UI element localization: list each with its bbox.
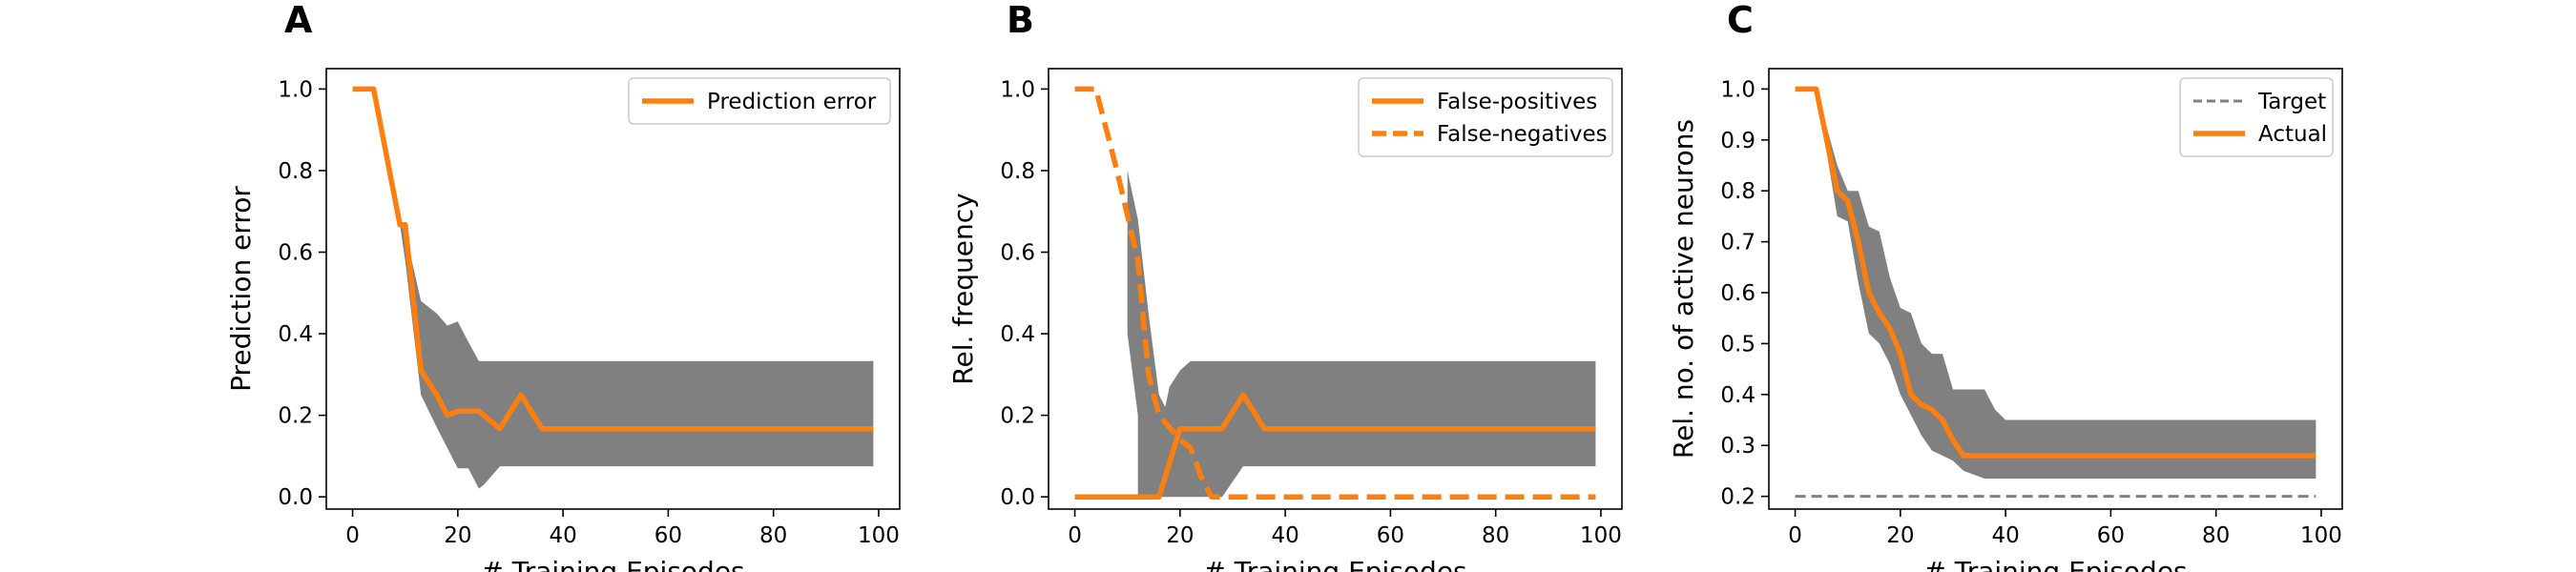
x-tick-label: 100 [2300,523,2342,548]
legend: Target Actual [2179,77,2334,157]
y-tick-label: 0.6 [1720,281,1755,306]
confidence-band [1137,272,1596,498]
y-axis-label: Prediction error [225,186,257,392]
series-line-0 [1074,392,1596,500]
plot-frame [325,68,901,510]
legend-label: Actual [2258,122,2327,147]
x-tick-label: 40 [1271,523,1298,548]
x-tick-label: 20 [1886,523,1914,548]
y-tick-label: 0.7 [1720,231,1755,255]
series-line-0 [352,86,874,432]
x-tick-label: 20 [444,523,471,548]
y-tick-label: 1.0 [278,77,313,102]
y-tick-label: 0.8 [278,159,313,184]
legend-label: Target [2257,90,2326,114]
panel-letter: A [284,0,313,41]
y-tick-label: 0.4 [1000,322,1035,347]
x-tick-label: 0 [1068,523,1082,548]
y-tick-label: 0.6 [278,241,313,266]
panel-letter: B [1007,0,1034,41]
panel-a: A 0 20 40 60 80 100 0.0 0.2 0.4 0.6 0.8 1.0 # Trainin… [225,0,901,572]
x-tick-label: 0 [1788,523,1802,548]
y-tick-label: 0.6 [1000,241,1035,266]
x-tick-label: 20 [1166,523,1194,548]
y-tick-label: 0.4 [1720,383,1755,408]
y-tick-label: 0.0 [1000,485,1035,510]
confidence-band [1816,89,2316,480]
plot-frame [1048,68,1623,510]
x-axis-label: # Training Episodes [1203,556,1466,572]
x-tick-label: 80 [2202,523,2230,548]
panel-b: B 0 20 40 60 80 100 0.0 0.2 0.4 0.6 0.8 1.0 # Trainin… [947,0,1623,572]
x-axis-label: # Training Episodes [1923,556,2187,572]
y-tick-label: 0.9 [1720,129,1755,153]
y-tick-label: 1.0 [1720,77,1755,102]
x-tick-label: 40 [549,523,576,548]
y-tick-label: 0.2 [278,404,313,429]
x-tick-label: 60 [654,523,682,548]
legend-box [1358,77,1613,157]
legend-label: False-positives [1437,90,1597,114]
legend: False-positives False-negatives [1358,77,1613,157]
panel-c: C 0 20 40 60 80 100 0.2 0.3 0.4 0.5 0.6 0.7 0.8 0.9 1.0… [1668,0,2343,572]
x-tick-label: 80 [759,523,787,548]
y-tick-label: 1.0 [1000,77,1035,102]
y-tick-label: 0.4 [278,322,313,347]
series-line-1 [1795,86,2316,459]
x-tick-label: 0 [345,523,360,548]
legend-box [628,77,891,125]
x-tick-label: 60 [1377,523,1404,548]
y-tick-label: 0.8 [1720,179,1755,204]
y-tick-label: 0.3 [1720,434,1755,459]
series-line-1 [1074,86,1596,500]
x-tick-label: 100 [1580,523,1622,548]
legend-box [2179,77,2334,157]
confidence-band [400,224,874,489]
y-axis-label: Rel. frequency [947,193,979,384]
y-tick-label: 0.0 [278,485,313,510]
y-tick-label: 0.2 [1000,404,1035,429]
y-axis-label: Rel. no. of active neurons [1668,119,1699,459]
x-tick-label: 100 [858,523,900,548]
x-tick-label: 60 [2097,523,2125,548]
y-tick-label: 0.2 [1720,485,1755,510]
x-axis-label: # Training Episodes [481,556,744,572]
legend-label: Prediction error [707,90,877,114]
x-tick-label: 80 [1482,523,1509,548]
legend: Prediction error [628,77,891,125]
x-tick-label: 40 [1991,523,2019,548]
legend-label: False-negatives [1437,122,1608,147]
panel-letter: C [1727,0,1754,41]
y-tick-label: 0.5 [1720,332,1755,357]
confidence-band [1127,170,1170,498]
y-tick-label: 0.8 [1000,159,1035,184]
plot-frame [1768,68,2343,510]
